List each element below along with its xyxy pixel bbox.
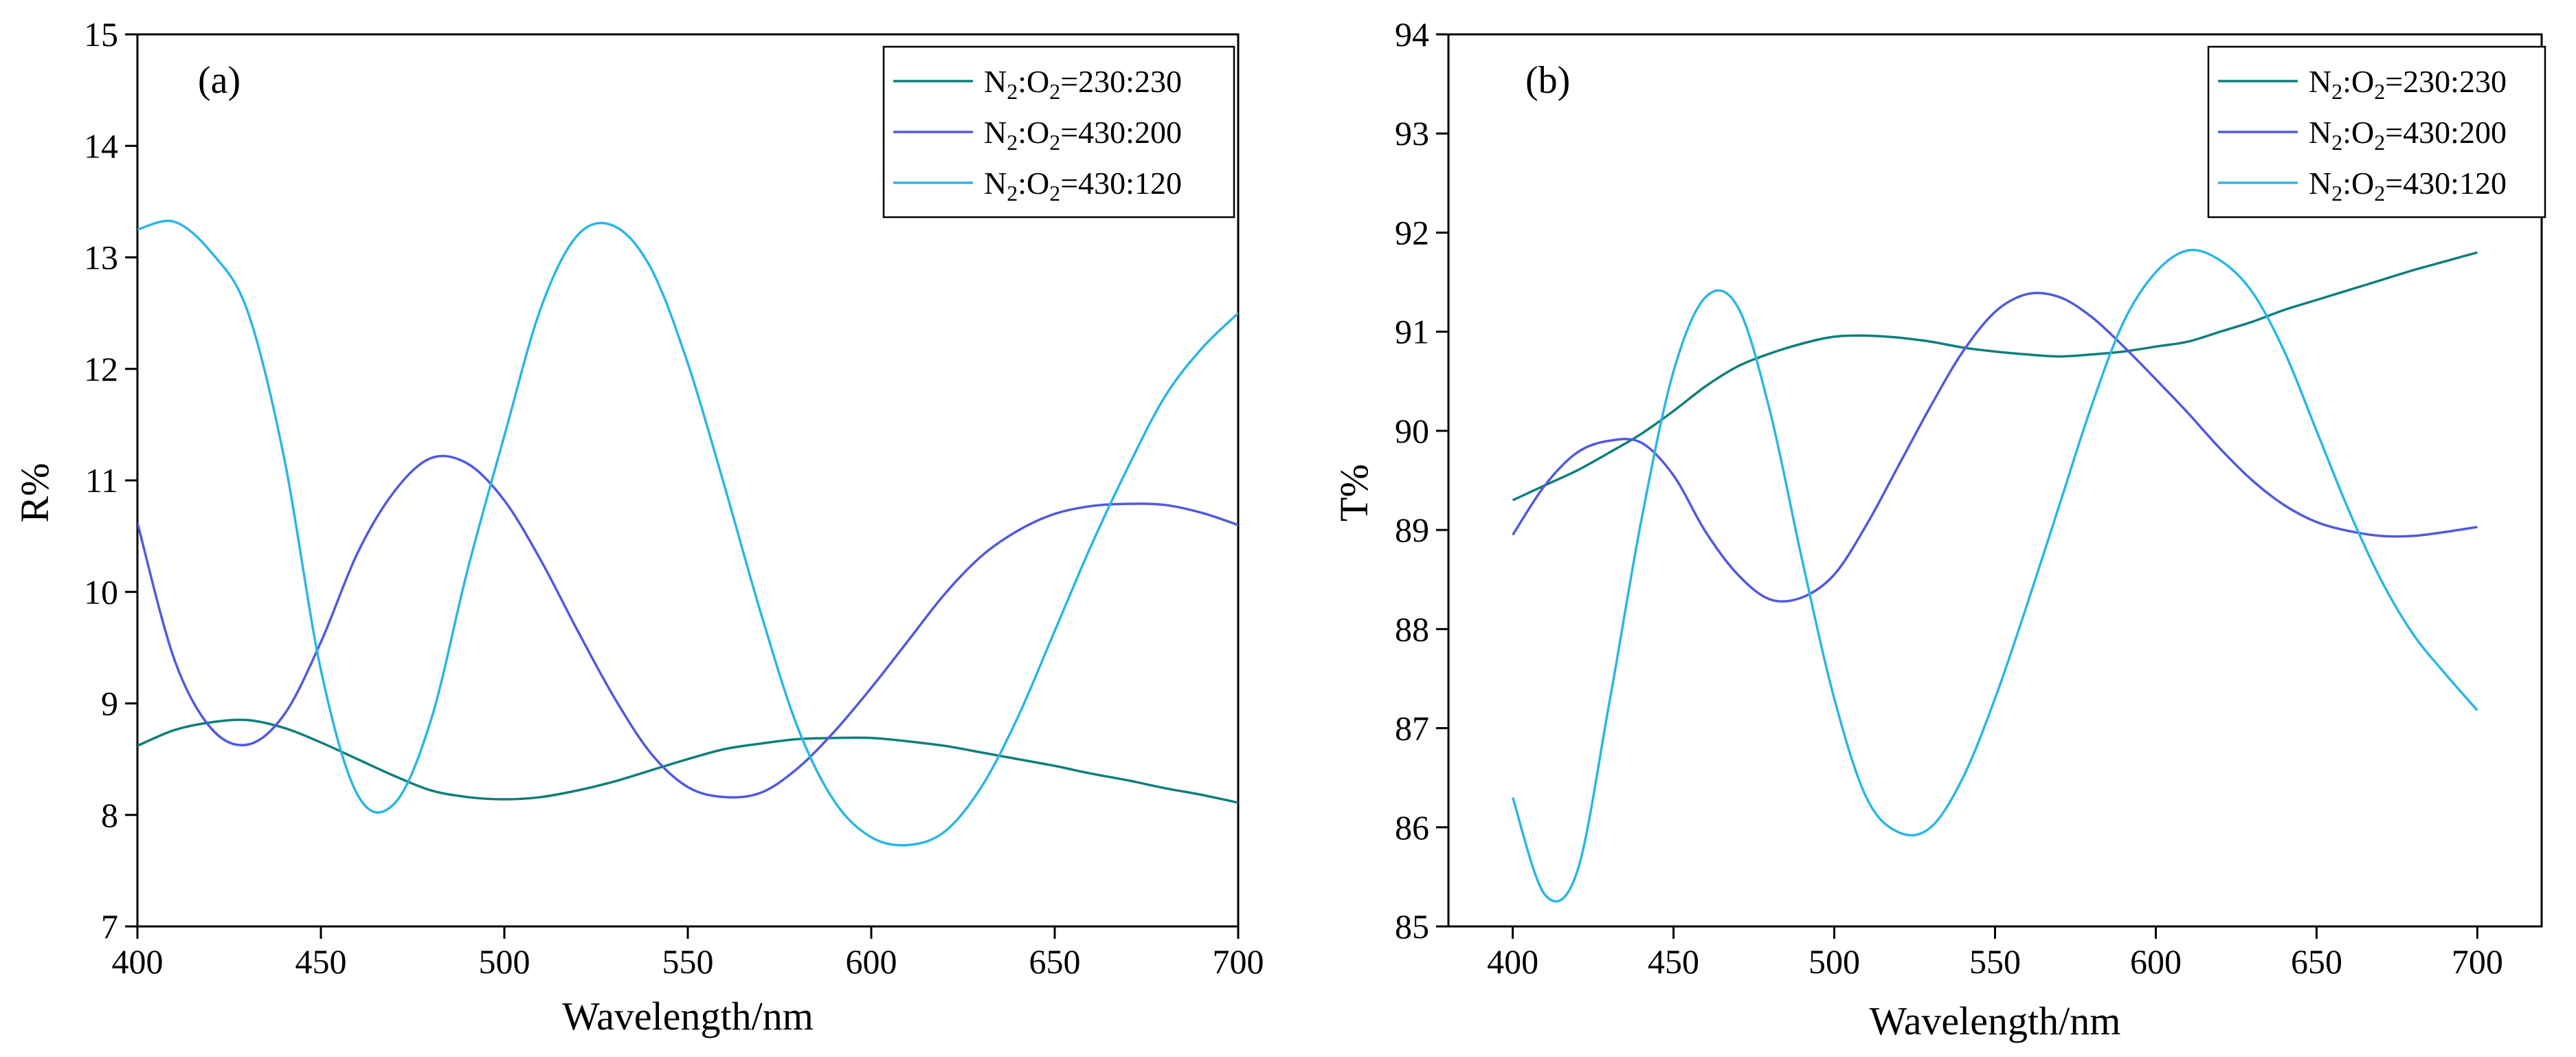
legend-text-part: N bbox=[984, 64, 1007, 99]
legend-subscript: 2 bbox=[1049, 130, 1060, 155]
series-line bbox=[1512, 251, 2478, 502]
y-tick-label: 7 bbox=[101, 907, 118, 946]
legend-entry: N2:O2=430:200 bbox=[2309, 115, 2507, 155]
series-line bbox=[137, 454, 1238, 799]
panel-label: (a) bbox=[198, 59, 240, 102]
x-tick-label: 500 bbox=[1808, 942, 1860, 981]
y-tick-label: 85 bbox=[1395, 907, 1429, 946]
y-tick-label: 87 bbox=[1395, 709, 1429, 748]
legend-subscript: 2 bbox=[2331, 181, 2342, 205]
series-line bbox=[137, 219, 1238, 847]
series-line bbox=[1512, 291, 2478, 603]
y-tick-label: 88 bbox=[1395, 610, 1429, 648]
legend-entry: N2:O2=230:230 bbox=[984, 64, 1182, 104]
panel-b: 400 450 500 550 600 650 700 85 86 87 88 89 90 91 92 93 9… bbox=[1332, 15, 2546, 1043]
legend-text-part: =430:120 bbox=[2385, 166, 2507, 201]
y-tick-label: 15 bbox=[84, 15, 118, 54]
legend-text-part: =430:200 bbox=[1060, 115, 1182, 150]
legend-entry: N2:O2=430:200 bbox=[984, 115, 1182, 155]
x-tick-label: 450 bbox=[295, 942, 347, 981]
y-tick-label: 13 bbox=[84, 238, 118, 277]
x-tick-label: 600 bbox=[2130, 942, 2182, 981]
series-line bbox=[1511, 249, 2478, 903]
legend-text-part: =230:230 bbox=[1060, 64, 1182, 99]
y-tick-label: 12 bbox=[84, 350, 118, 388]
legend-text-part: :O bbox=[1018, 115, 1049, 150]
x-tick-label: 400 bbox=[1487, 942, 1538, 981]
y-tick-label: 94 bbox=[1395, 15, 1429, 54]
legend-subscript: 2 bbox=[2331, 130, 2342, 155]
legend-text-part: N bbox=[984, 115, 1007, 150]
x-tick-label: 700 bbox=[2452, 942, 2503, 981]
y-tick-label: 14 bbox=[84, 126, 118, 165]
y-tick-label: 11 bbox=[85, 461, 118, 500]
legend-subscript: 2 bbox=[2374, 130, 2385, 155]
y-tick-label: 8 bbox=[101, 796, 118, 834]
legend-subscript: 2 bbox=[1007, 130, 1018, 155]
legend-subscript: 2 bbox=[2374, 79, 2385, 104]
x-tick-label: 400 bbox=[112, 942, 164, 981]
y-tick-label: 90 bbox=[1395, 412, 1429, 450]
x-axis-title: Wavelength/nm bbox=[1870, 999, 2121, 1043]
series-line bbox=[137, 718, 1238, 804]
legend-text-part: :O bbox=[2342, 64, 2374, 99]
legend-subscript: 2 bbox=[2374, 181, 2385, 205]
x-tick-label: 600 bbox=[846, 942, 897, 981]
legend-text-part: =430:120 bbox=[1060, 166, 1182, 201]
y-tick-label: 10 bbox=[84, 572, 118, 611]
legend-text-part: N bbox=[984, 166, 1007, 201]
y-tick-label: 91 bbox=[1395, 313, 1429, 351]
x-tick-label: 450 bbox=[1648, 942, 1699, 981]
x-tick-label: 650 bbox=[1029, 942, 1081, 981]
x-tick-label: 500 bbox=[479, 942, 530, 981]
y-tick-label: 92 bbox=[1395, 213, 1429, 252]
legend-text-part: :O bbox=[2342, 166, 2374, 201]
y-tick-label: 9 bbox=[101, 685, 118, 723]
legend-entry: N2:O2=430:120 bbox=[2309, 166, 2507, 205]
legend-subscript: 2 bbox=[1007, 79, 1018, 104]
legend-text-part: :O bbox=[2342, 115, 2374, 150]
legend-text-part: :O bbox=[1018, 166, 1049, 201]
x-tick-label: 550 bbox=[1969, 942, 2021, 981]
legend-subscript: 2 bbox=[2331, 79, 2342, 104]
legend-subscript: 2 bbox=[1049, 79, 1060, 104]
y-tick-label: 89 bbox=[1395, 511, 1429, 549]
panel-a: 400 450 500 550 600 650 700 7 8 9 10 11 12 13 14 15 Wave… bbox=[12, 15, 1264, 1038]
x-tick-label: 550 bbox=[662, 942, 714, 981]
y-axis-title: R% bbox=[12, 463, 57, 523]
legend-text-part: N bbox=[2309, 115, 2331, 150]
legend-entry: N2:O2=430:120 bbox=[984, 166, 1182, 205]
y-axis-title: T% bbox=[1332, 464, 1376, 522]
legend-text-part: N bbox=[2309, 64, 2331, 99]
x-tick-label: 700 bbox=[1213, 942, 1264, 981]
panel-label: (b) bbox=[1525, 59, 1570, 102]
legend-entry: N2:O2=230:230 bbox=[2309, 64, 2507, 104]
legend-text-part: =430:200 bbox=[2385, 115, 2507, 150]
y-tick-label: 86 bbox=[1395, 808, 1429, 847]
legend-subscript: 2 bbox=[1007, 181, 1018, 205]
legend-subscript: 2 bbox=[1049, 181, 1060, 205]
legend-text-part: =230:230 bbox=[2385, 64, 2507, 99]
x-axis-title: Wavelength/nm bbox=[562, 994, 814, 1038]
legend-text-part: :O bbox=[1018, 64, 1049, 99]
legend-text-part: N bbox=[2309, 166, 2331, 201]
x-tick-label: 650 bbox=[2291, 942, 2342, 981]
y-tick-label: 93 bbox=[1395, 114, 1429, 153]
